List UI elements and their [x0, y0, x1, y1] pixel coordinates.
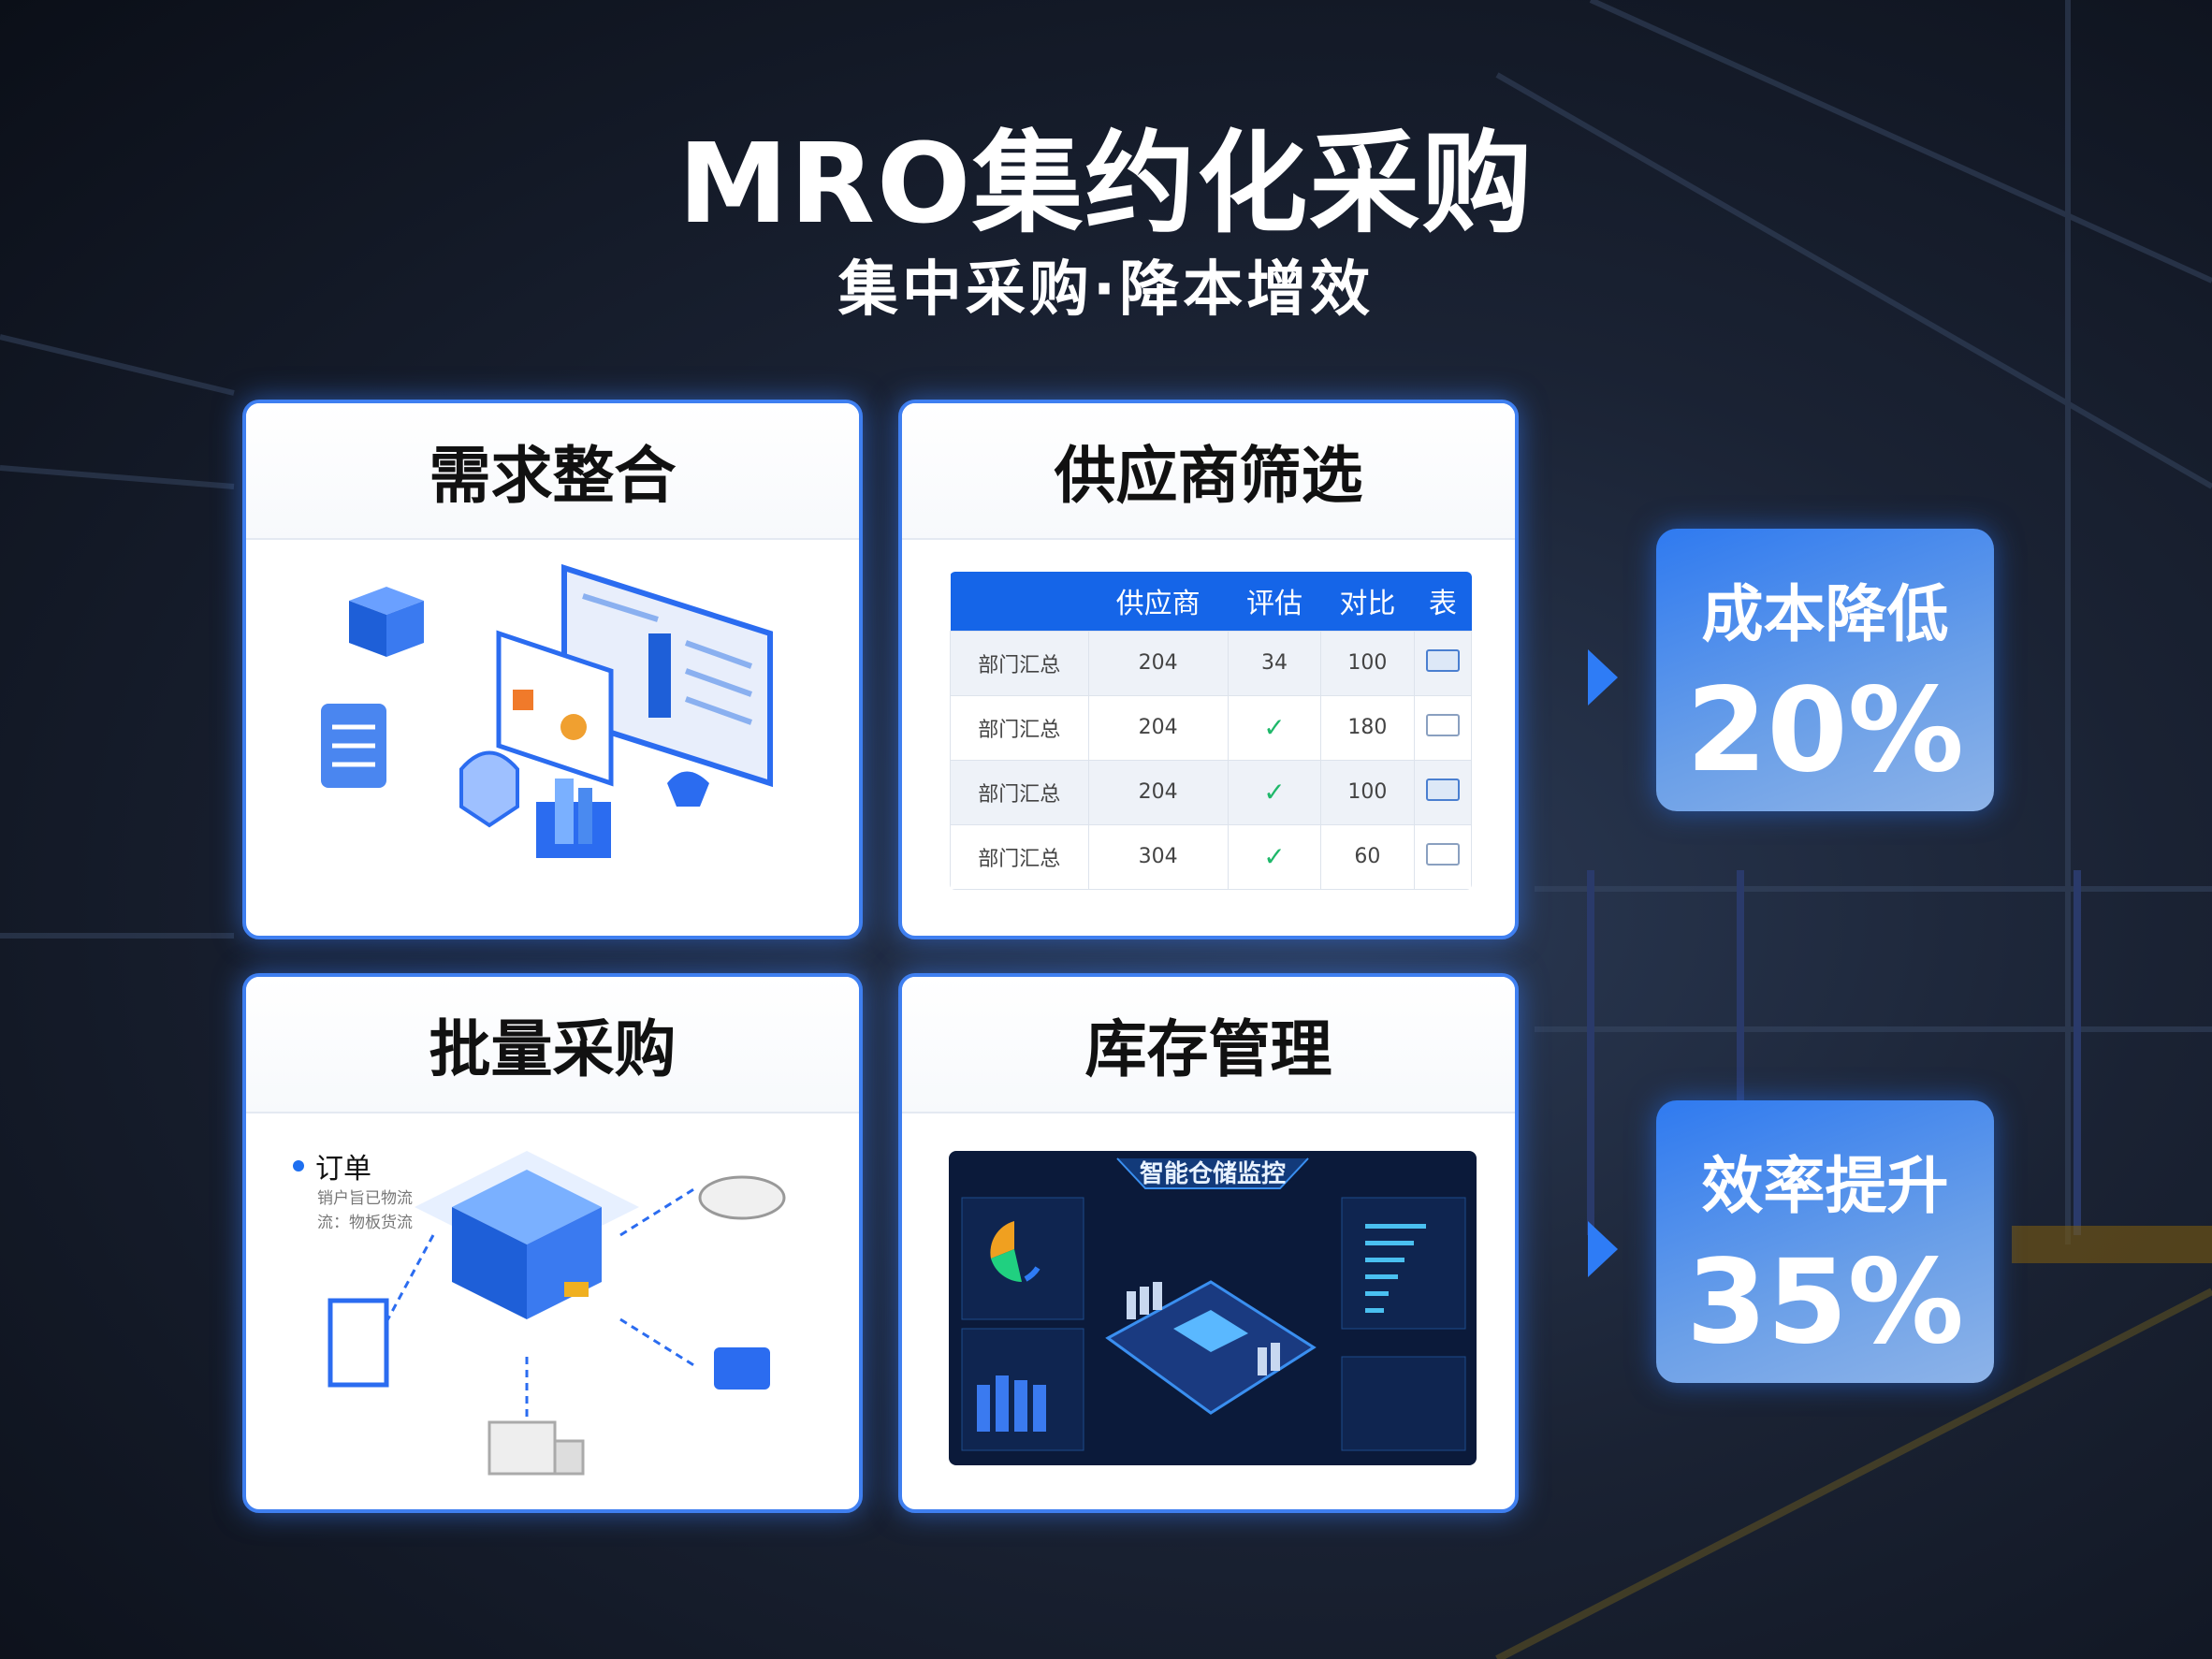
column-header — [950, 572, 1089, 631]
cell-eval: 34 — [1227, 630, 1322, 696]
cell-compare: 100 — [1320, 759, 1415, 825]
order-line: 流：物板货流 — [317, 1214, 413, 1232]
stat-value: 20% — [1686, 663, 1964, 798]
dashboard-title: 智能仓储监控 — [1139, 1160, 1286, 1188]
column-header: 表 — [1414, 572, 1472, 631]
table-header-row: 供应商 评估 对比 表 — [950, 572, 1472, 631]
row-checkbox[interactable] — [1425, 713, 1460, 736]
order-legend: 订单 销户旨已物流 流：物板货流 — [293, 1145, 413, 1235]
table-row: 部门汇总 204 34 100 — [950, 630, 1472, 696]
card-title: 库存管理 — [902, 977, 1515, 1113]
cell-supplier: 204 — [1087, 630, 1229, 696]
check-icon: ✓ — [1227, 823, 1322, 890]
order-line: 销户旨已物流 — [317, 1189, 413, 1208]
table-row: 部门汇总 204 ✓ 100 — [950, 759, 1472, 825]
arrow-right-icon — [1588, 1221, 1618, 1277]
stat-efficiency-gain: 效率提升 35% — [1656, 1100, 1994, 1383]
card-inventory-management: 库存管理 智能仓储监控 — [898, 973, 1519, 1513]
card-bulk-purchase: 批量采购 订单 销户旨已物流 流：物板货流 — [242, 973, 863, 1513]
cell-supplier: 304 — [1087, 823, 1229, 890]
card-demand-integration: 需求整合 — [242, 400, 863, 939]
check-icon: ✓ — [1227, 694, 1322, 761]
page-subtitle: 集中采购·降本增效 — [837, 255, 1375, 325]
card-title: 需求整合 — [246, 403, 859, 540]
table-row: 部门汇总 304 ✓ 60 — [950, 823, 1472, 890]
check-icon: ✓ — [1227, 759, 1322, 825]
order-label: 订单 — [293, 1145, 413, 1186]
stat-cost-reduction: 成本降低 20% — [1656, 529, 1994, 811]
row-checkbox[interactable] — [1425, 778, 1460, 801]
row-checkbox[interactable] — [1425, 842, 1460, 866]
cell-name: 部门汇总 — [950, 630, 1089, 696]
demand-integration-illustration — [321, 563, 773, 858]
dashboard-graphics — [961, 1157, 1466, 1451]
cell-compare: 100 — [1320, 630, 1415, 696]
column-header: 供应商 — [1088, 572, 1229, 631]
stat-label: 效率提升 — [1701, 1150, 1949, 1222]
cell-supplier: 204 — [1087, 694, 1229, 761]
cell-name: 部门汇总 — [950, 694, 1089, 761]
cell-supplier: 204 — [1087, 759, 1229, 825]
arrow-right-icon — [1588, 649, 1618, 706]
cell-name: 部门汇总 — [950, 759, 1089, 825]
page-title: MRO集约化采购 — [677, 119, 1535, 248]
cell-compare: 180 — [1320, 694, 1415, 761]
stat-label: 成本降低 — [1701, 578, 1949, 650]
cell-name: 部门汇总 — [950, 823, 1089, 890]
supplier-table: 供应商 评估 对比 表 部门汇总 204 34 100 部门汇总 204 ✓ 1… — [950, 572, 1472, 890]
column-header: 对比 — [1320, 572, 1415, 631]
cell-compare: 60 — [1320, 823, 1415, 890]
card-title: 批量采购 — [246, 977, 859, 1113]
column-header: 评估 — [1228, 572, 1321, 631]
row-checkbox[interactable] — [1425, 648, 1460, 672]
stat-value: 35% — [1686, 1235, 1964, 1370]
card-title: 供应商筛选 — [902, 403, 1515, 540]
table-row: 部门汇总 204 ✓ 180 — [950, 694, 1472, 761]
warehouse-dashboard: 智能仓储监控 — [949, 1151, 1477, 1465]
card-supplier-selection: 供应商筛选 供应商 评估 对比 表 部门汇总 204 34 100 部门汇总 2… — [898, 400, 1519, 939]
bulk-purchase-illustration — [327, 1151, 786, 1476]
